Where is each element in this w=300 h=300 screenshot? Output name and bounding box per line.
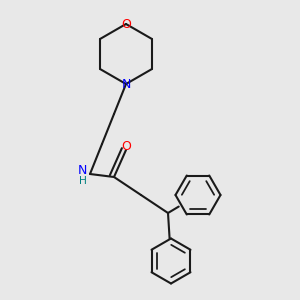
Text: O: O [121, 140, 131, 154]
Text: N: N [121, 77, 131, 91]
Text: N: N [78, 164, 87, 178]
Text: H: H [79, 176, 87, 186]
Text: O: O [121, 17, 131, 31]
